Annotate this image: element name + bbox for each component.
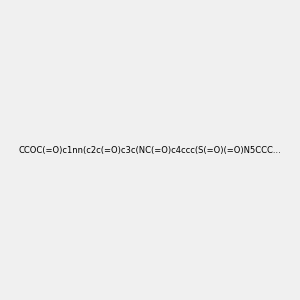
Text: CCOC(=O)c1nn(c2c(=O)c3c(NC(=O)c4ccc(S(=O)(=O)N5CCC...: CCOC(=O)c1nn(c2c(=O)c3c(NC(=O)c4ccc(S(=O… [19, 146, 281, 154]
